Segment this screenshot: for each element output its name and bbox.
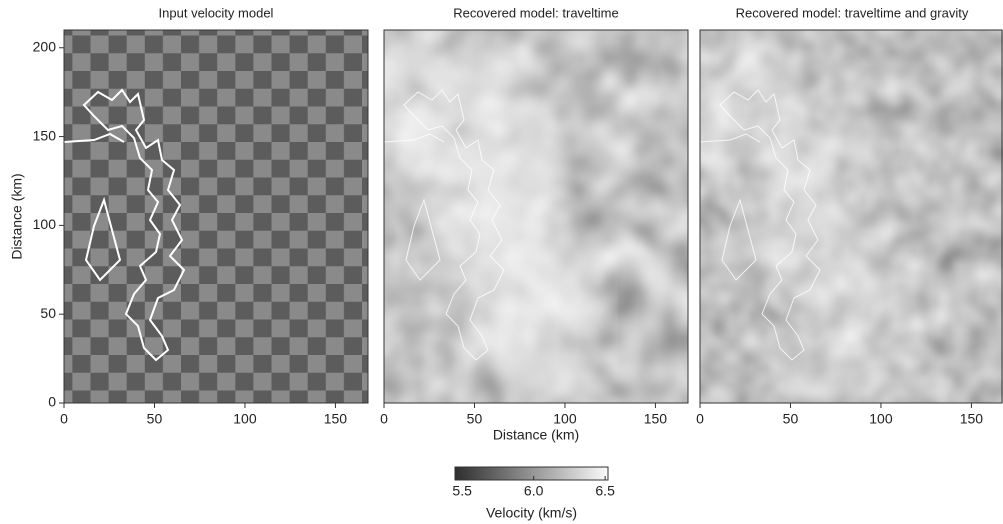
x-tick-label: 50 (467, 411, 483, 427)
x-tick-label: 150 (324, 411, 348, 427)
panel (64, 30, 368, 403)
bright-zone (700, 40, 910, 390)
checkerboard-image (64, 30, 368, 403)
x-tick-label: 0 (696, 411, 704, 427)
y-tick-label: 0 (48, 394, 56, 410)
x-tick-label: 100 (869, 411, 893, 427)
x-tick-label: 0 (380, 411, 388, 427)
panel (700, 30, 1003, 403)
coastline (700, 89, 821, 361)
coastline (384, 89, 505, 361)
y-tick-label: 100 (33, 216, 57, 232)
panel (384, 30, 688, 403)
y-tick-label: 200 (33, 38, 57, 54)
colorbar-tick-label: 5.5 (452, 483, 472, 499)
bright-blob (720, 40, 800, 100)
x-tick-label: 0 (60, 411, 68, 427)
y-tick-label: 50 (40, 305, 56, 321)
panel-frame (383, 29, 689, 404)
panel-title: Input velocity model (159, 5, 274, 20)
y-tick-label: 150 (33, 127, 57, 143)
x-tick-label: 100 (233, 411, 257, 427)
x-tick-label: 50 (147, 411, 163, 427)
coastline (64, 88, 186, 362)
x-tick-label: 150 (960, 411, 984, 427)
x-axis-label: Distance (km) (493, 427, 579, 443)
x-tick-label: 150 (644, 411, 668, 427)
panel-title: Recovered model: traveltime (453, 5, 618, 20)
colorbar-tick-label: 6.0 (524, 483, 544, 499)
x-tick-label: 50 (783, 411, 799, 427)
panel-frame (699, 29, 1003, 404)
x-tick-label: 100 (553, 411, 577, 427)
colorbar-label: Velocity (km/s) (486, 505, 577, 521)
panel-title: Recovered model: traveltime and gravity (736, 5, 969, 20)
panel-frame (63, 29, 369, 404)
colorbar (454, 466, 609, 481)
colorbar-tick-label: 6.5 (595, 483, 615, 499)
bright-blob (404, 40, 484, 100)
y-axis-label: Distance (km) (9, 173, 25, 259)
